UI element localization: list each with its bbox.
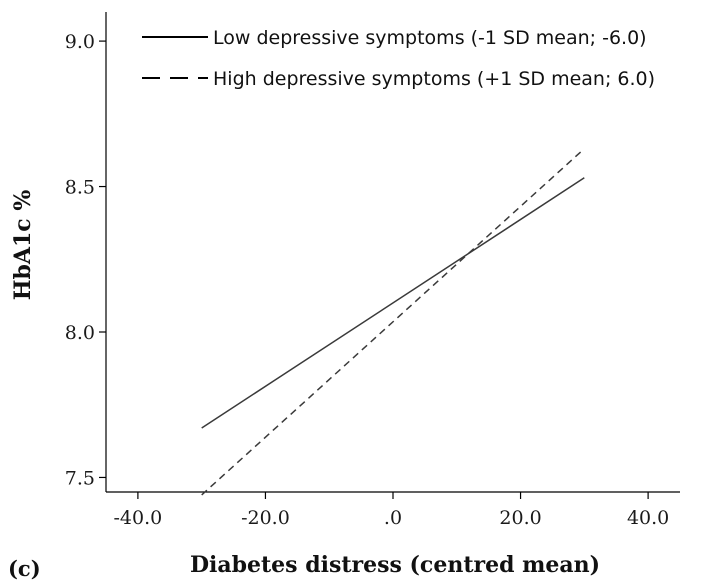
x-axis-title: Diabetes distress (centred mean) — [190, 552, 600, 578]
legend: Low depressive symptoms (-1 SD mean; -6.… — [142, 27, 655, 90]
series-line-high-depressive — [201, 148, 585, 496]
x-tick-label: .0 — [384, 507, 402, 529]
x-tick-label: 40.0 — [627, 507, 669, 529]
x-tick-label: -40.0 — [114, 507, 163, 529]
y-tick-label: 7.5 — [65, 467, 95, 489]
y-tick-label: 8.0 — [65, 322, 95, 344]
legend-label: Low depressive symptoms (-1 SD mean; -6.… — [213, 27, 647, 49]
x-tick-label: 20.0 — [499, 507, 541, 529]
axes: 7.5 8.0 8.5 9.0 -40.0 -20.0 .0 20.0 40.0 — [65, 12, 680, 529]
y-tick-label: 9.0 — [65, 31, 95, 53]
panel-label: (c) — [8, 556, 41, 581]
y-tick-label: 8.5 — [65, 177, 95, 199]
series-lines — [201, 148, 585, 496]
y-axis-title: HbA1c % — [10, 190, 36, 301]
x-tick-label: -20.0 — [241, 507, 290, 529]
legend-label: High depressive symptoms (+1 SD mean; 6.… — [213, 68, 655, 90]
series-line-low-depressive — [201, 177, 585, 429]
